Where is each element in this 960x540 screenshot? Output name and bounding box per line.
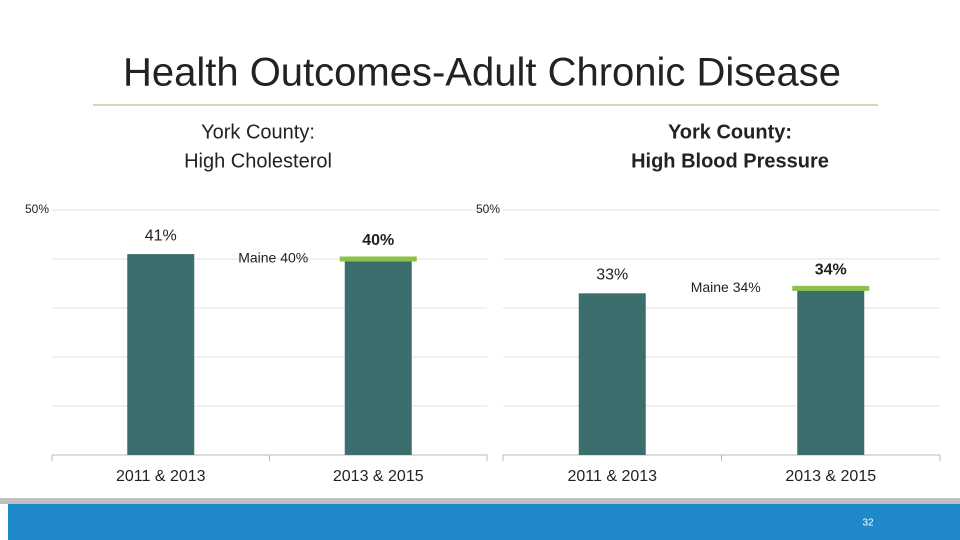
x-tick-label: 2013 & 2015 bbox=[785, 468, 876, 485]
page-number: 32 bbox=[862, 518, 874, 529]
value-label: 40% bbox=[362, 232, 394, 249]
chart-title: High Blood Pressure bbox=[631, 150, 829, 172]
y-tick-label: 50% bbox=[25, 202, 49, 216]
chart-title: High Cholesterol bbox=[184, 150, 332, 172]
value-label: 41% bbox=[145, 227, 177, 244]
x-tick-label: 2013 & 2015 bbox=[333, 468, 424, 485]
benchmark-label: Maine 34% bbox=[691, 279, 761, 295]
footer-bar bbox=[8, 504, 960, 540]
footer-strip bbox=[0, 498, 960, 504]
bar bbox=[127, 254, 195, 455]
x-tick-label: 2011 & 2013 bbox=[116, 468, 206, 485]
value-label: 33% bbox=[596, 267, 628, 284]
bar bbox=[344, 259, 412, 455]
value-label: 34% bbox=[815, 262, 847, 279]
y-tick-label: 50% bbox=[476, 202, 500, 216]
bar bbox=[578, 293, 646, 455]
benchmark-label: Maine 40% bbox=[238, 250, 308, 266]
chart-title: York County: bbox=[201, 121, 315, 143]
bar bbox=[797, 288, 865, 455]
x-tick-label: 2011 & 2013 bbox=[567, 468, 657, 485]
chart-title: York County: bbox=[668, 121, 792, 143]
slide-title: Health Outcomes-Adult Chronic Disease bbox=[123, 51, 841, 95]
